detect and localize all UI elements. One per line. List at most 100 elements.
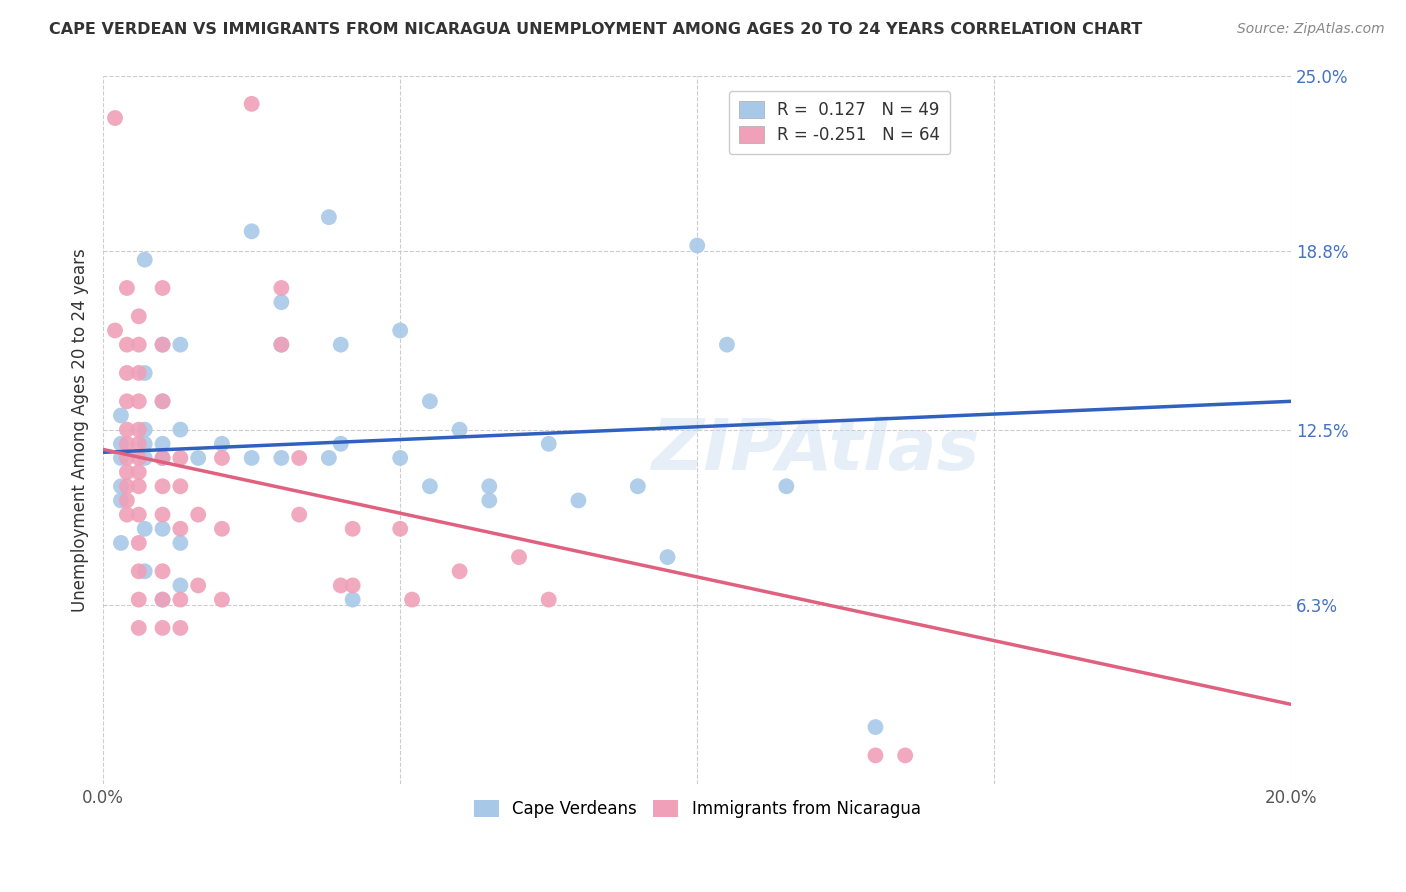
Point: [865, 720, 887, 734]
Point: [152, 508, 174, 522]
Point: [134, 366, 156, 380]
Point: [775, 479, 797, 493]
Point: [115, 281, 138, 295]
Point: [152, 337, 174, 351]
Point: [211, 592, 233, 607]
Point: [128, 465, 150, 479]
Point: [115, 366, 138, 380]
Point: [115, 508, 138, 522]
Point: [270, 337, 292, 351]
Point: [318, 450, 340, 465]
Point: [329, 337, 352, 351]
Point: [134, 450, 156, 465]
Point: [449, 423, 471, 437]
Point: [134, 252, 156, 267]
Point: [110, 493, 132, 508]
Legend: Cape Verdeans, Immigrants from Nicaragua: Cape Verdeans, Immigrants from Nicaragua: [467, 794, 928, 825]
Point: [342, 578, 364, 592]
Point: [152, 592, 174, 607]
Point: [104, 111, 127, 125]
Point: [152, 592, 174, 607]
Point: [478, 479, 501, 493]
Point: [169, 536, 191, 550]
Point: [169, 337, 191, 351]
Point: [318, 210, 340, 224]
Point: [134, 564, 156, 578]
Point: [389, 522, 412, 536]
Point: [419, 479, 441, 493]
Point: [894, 748, 917, 763]
Point: [134, 437, 156, 451]
Point: [288, 508, 311, 522]
Point: [329, 437, 352, 451]
Point: [152, 621, 174, 635]
Point: [657, 550, 679, 565]
Point: [508, 550, 530, 565]
Point: [537, 437, 560, 451]
Point: [240, 96, 263, 111]
Point: [329, 578, 352, 592]
Point: [716, 337, 738, 351]
Point: [115, 450, 138, 465]
Point: [169, 423, 191, 437]
Point: [115, 479, 138, 493]
Point: [478, 493, 501, 508]
Y-axis label: Unemployment Among Ages 20 to 24 years: Unemployment Among Ages 20 to 24 years: [72, 248, 89, 612]
Point: [152, 479, 174, 493]
Point: [104, 323, 127, 337]
Point: [128, 479, 150, 493]
Point: [686, 238, 709, 252]
Point: [288, 450, 311, 465]
Point: [240, 224, 263, 238]
Point: [110, 409, 132, 423]
Point: [211, 450, 233, 465]
Point: [270, 337, 292, 351]
Text: ZIPAtlas: ZIPAtlas: [652, 417, 980, 485]
Point: [211, 437, 233, 451]
Point: [342, 592, 364, 607]
Point: [169, 592, 191, 607]
Point: [152, 337, 174, 351]
Point: [115, 437, 138, 451]
Point: [110, 479, 132, 493]
Point: [567, 493, 589, 508]
Text: CAPE VERDEAN VS IMMIGRANTS FROM NICARAGUA UNEMPLOYMENT AMONG AGES 20 TO 24 YEARS: CAPE VERDEAN VS IMMIGRANTS FROM NICARAGU…: [49, 22, 1143, 37]
Point: [152, 450, 174, 465]
Point: [110, 450, 132, 465]
Point: [419, 394, 441, 409]
Point: [169, 479, 191, 493]
Point: [389, 450, 412, 465]
Point: [134, 423, 156, 437]
Point: [152, 394, 174, 409]
Point: [401, 592, 423, 607]
Point: [211, 522, 233, 536]
Point: [152, 450, 174, 465]
Point: [152, 437, 174, 451]
Point: [169, 450, 191, 465]
Point: [110, 437, 132, 451]
Point: [110, 536, 132, 550]
Point: [115, 394, 138, 409]
Point: [152, 281, 174, 295]
Point: [128, 508, 150, 522]
Point: [187, 578, 209, 592]
Point: [342, 522, 364, 536]
Point: [152, 564, 174, 578]
Point: [389, 323, 412, 337]
Point: [627, 479, 650, 493]
Point: [128, 437, 150, 451]
Point: [128, 564, 150, 578]
Point: [128, 621, 150, 635]
Point: [128, 366, 150, 380]
Point: [128, 394, 150, 409]
Point: [152, 394, 174, 409]
Point: [865, 748, 887, 763]
Point: [128, 423, 150, 437]
Point: [449, 564, 471, 578]
Point: [152, 522, 174, 536]
Point: [128, 592, 150, 607]
Text: Source: ZipAtlas.com: Source: ZipAtlas.com: [1237, 22, 1385, 37]
Point: [115, 465, 138, 479]
Point: [270, 281, 292, 295]
Point: [270, 295, 292, 310]
